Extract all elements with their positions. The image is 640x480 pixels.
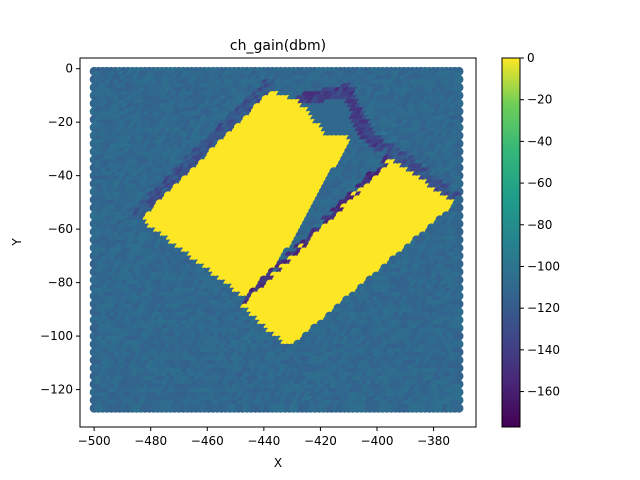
- chart-title: ch_gain(dbm): [230, 38, 326, 54]
- heatmap-plot: [89, 66, 464, 413]
